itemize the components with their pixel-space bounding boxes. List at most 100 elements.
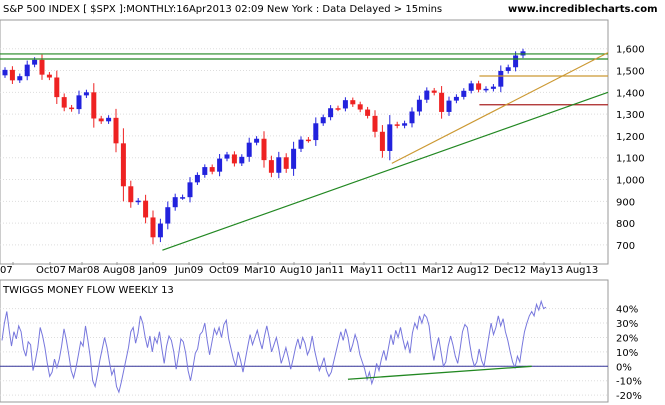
candle-body — [98, 118, 104, 122]
price-panel: 1,600 1,500 1,400 1,300 1,200 1,100 1,000 900 80… — [0, 19, 645, 276]
price-trendline — [162, 91, 609, 251]
candle-body — [254, 138, 260, 143]
price-x-tick-label: Aug08 — [103, 265, 135, 276]
price-x-tick-label: Mar12 — [422, 265, 454, 276]
candle-body — [46, 74, 52, 78]
price-y-tick-label: 1,300 — [616, 110, 645, 121]
price-x-tick-label: Jun09 — [174, 265, 203, 276]
candle-body — [453, 96, 459, 101]
money-flow-y-tick-label: -20% — [616, 391, 642, 402]
candle-body — [283, 157, 289, 169]
candle-body — [490, 86, 496, 89]
candle-body — [268, 160, 274, 173]
candle-body — [165, 207, 171, 224]
money-flow-y-tick-label: 30% — [616, 319, 638, 330]
candle-body — [461, 90, 467, 97]
candle-body — [143, 200, 149, 218]
candle-body — [157, 223, 163, 238]
candle-body — [17, 76, 23, 81]
money-flow-frame — [0, 279, 609, 403]
candle-body — [298, 139, 304, 149]
candle-body — [416, 99, 422, 112]
candle-body — [239, 156, 245, 164]
candle-body — [313, 123, 319, 141]
candle-body — [150, 217, 156, 238]
candle-body — [135, 200, 141, 203]
price-x-tick-label: Jan09 — [138, 265, 167, 276]
candle-body — [424, 90, 430, 100]
money-flow-y-tick-label: 0% — [616, 362, 632, 373]
candle-body — [231, 154, 237, 164]
candle-body — [32, 59, 38, 65]
money-flow-y-tick-label: -10% — [616, 377, 642, 388]
candle-body — [394, 124, 400, 126]
candle-body — [83, 92, 89, 96]
price-frame — [0, 19, 609, 265]
price-y-tick-label: 1,600 — [616, 45, 645, 56]
money-flow-line — [1, 299, 547, 394]
candle-body — [439, 92, 445, 112]
money-flow-trendline — [347, 365, 532, 380]
price-x-tick-label: Oct07 — [36, 265, 66, 276]
candle-body — [305, 139, 311, 142]
candle-body — [217, 158, 223, 172]
candle-body — [187, 182, 193, 198]
candle-body — [335, 108, 341, 110]
candle-body — [342, 100, 348, 109]
money-flow-panel: TWIGGS MONEY FLOW WEEKLY 13 40% 30% 20% 10% 0… — [0, 279, 642, 403]
candle-body — [446, 100, 452, 112]
money-flow-y-tick-label: 10% — [616, 348, 638, 359]
candle-body — [261, 138, 267, 161]
candle-body — [69, 107, 75, 110]
candle-body — [106, 117, 112, 122]
price-x-tick-label: 07 — [0, 265, 13, 276]
candle-body — [291, 148, 297, 169]
candle-body — [180, 197, 186, 199]
price-y-tick-label: 900 — [616, 197, 635, 208]
price-y-tick-label: 800 — [616, 219, 635, 230]
candle-body — [194, 174, 200, 183]
candle-body — [483, 88, 489, 91]
candle-body — [409, 111, 415, 124]
candle-body — [431, 90, 437, 93]
candle-body — [505, 67, 511, 71]
money-flow-y-tick-label: 40% — [616, 305, 638, 316]
candle-body — [9, 69, 15, 81]
candle-body — [209, 167, 215, 172]
price-y-tick-label: 1,400 — [616, 88, 645, 99]
candle-body — [39, 59, 45, 75]
candle-body — [202, 167, 208, 175]
candle-body — [24, 64, 30, 77]
price-y-tick-label: 1,200 — [616, 132, 645, 143]
candle-body — [246, 142, 252, 157]
chart-title: S&P 500 INDEX [ $SPX ]:MONTHLY:16Apr2013… — [3, 4, 442, 15]
price-x-tick-label: Oct09 — [209, 265, 239, 276]
price-x-tick-label: Aug12 — [457, 265, 489, 276]
site-link[interactable]: www.incrediblecharts.com — [508, 4, 658, 15]
price-trendline — [391, 52, 609, 164]
price-x-tick-label: May13 — [530, 265, 563, 276]
price-x-tick-label: Aug10 — [280, 265, 312, 276]
candle-body — [91, 92, 97, 119]
candle-body — [224, 154, 230, 159]
candle-body — [54, 77, 60, 98]
candle-body — [61, 97, 67, 108]
candle-body — [350, 100, 356, 105]
price-x-tick-label: Jan11 — [315, 265, 344, 276]
money-flow-y-tick-label: 20% — [616, 333, 638, 344]
price-y-tick-label: 1,500 — [616, 67, 645, 78]
candle-body — [120, 143, 126, 187]
price-x-tick-label: May11 — [350, 265, 383, 276]
price-x-tick-label: Mar10 — [244, 265, 276, 276]
price-x-tick-label: Oct11 — [387, 265, 417, 276]
candle-body — [172, 197, 178, 208]
candle-body — [468, 83, 474, 91]
price-y-tick-label: 700 — [616, 241, 635, 252]
candle-body — [476, 83, 482, 90]
candle-body — [372, 115, 378, 132]
candle-body — [513, 55, 519, 68]
price-y-tick-label: 1,100 — [616, 154, 645, 165]
candle-body — [113, 117, 119, 144]
